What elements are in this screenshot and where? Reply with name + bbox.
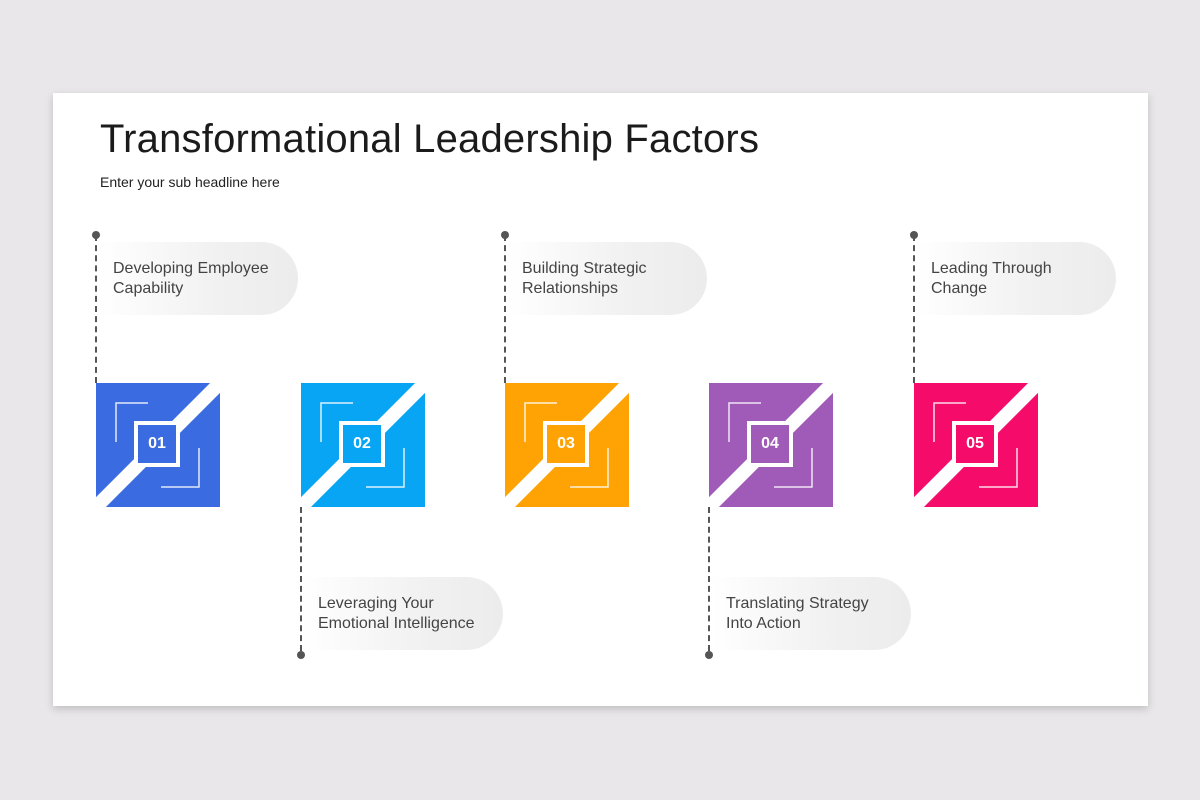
step-square: 04 [709, 383, 833, 507]
step-label-line1: Building Strategic [522, 260, 647, 277]
corner-bracket-icon [728, 402, 761, 442]
step-label-line1: Leading Through [931, 260, 1052, 277]
connector-line [504, 235, 506, 383]
step-number: 04 [761, 435, 779, 452]
step-number: 05 [966, 435, 984, 452]
step-square-graphic [96, 383, 220, 507]
corner-bracket-icon [524, 402, 557, 442]
slide-title: Transformational Leadership Factors [100, 117, 760, 161]
connector-line [95, 235, 97, 383]
step-number: 02 [353, 435, 371, 452]
step-label-line2: Capability [113, 280, 184, 297]
step-square: 05 [914, 383, 1038, 507]
corner-bracket-icon [161, 448, 200, 488]
corner-bracket-icon [774, 448, 813, 488]
step-number: 03 [557, 435, 575, 452]
step-square-graphic [505, 383, 629, 507]
step-square: 01 [96, 383, 220, 507]
connector-dot [705, 651, 713, 659]
step-label-line2: Emotional Intelligence [318, 615, 475, 632]
step-label: Translating Strategy Into Action [710, 577, 911, 650]
corner-bracket-icon [979, 448, 1018, 488]
slide: Transformational Leadership Factors Ente… [53, 93, 1148, 706]
corner-bracket-icon [366, 448, 405, 488]
step-label: Building Strategic Relationships [506, 242, 707, 315]
step-label-line1: Leveraging Your [318, 595, 434, 612]
connector-line [913, 235, 915, 383]
step-square-graphic [914, 383, 1038, 507]
step-label: Developing Employee Capability [97, 242, 298, 315]
corner-bracket-icon [933, 402, 966, 442]
step-number: 01 [148, 435, 166, 452]
corner-bracket-icon [570, 448, 609, 488]
step-label-line2: Relationships [522, 280, 619, 297]
corner-bracket-icon [115, 402, 148, 442]
step-square: 03 [505, 383, 629, 507]
step-label-line1: Developing Employee [113, 260, 269, 277]
step-label: Leveraging Your Emotional Intelligence [302, 577, 503, 650]
connector-dot [297, 651, 305, 659]
connector-line [300, 507, 302, 651]
step-square-graphic [709, 383, 833, 507]
step-label-line2: Into Action [726, 615, 801, 632]
connector-line [708, 507, 710, 651]
step-label-line1: Translating Strategy [726, 595, 869, 612]
slide-subtitle: Enter your sub headline here [100, 174, 280, 190]
corner-bracket-icon [320, 402, 353, 442]
step-square: 02 [301, 383, 425, 507]
step-label: Leading Through Change [915, 242, 1116, 315]
step-square-graphic [301, 383, 425, 507]
step-label-line2: Change [931, 280, 988, 297]
